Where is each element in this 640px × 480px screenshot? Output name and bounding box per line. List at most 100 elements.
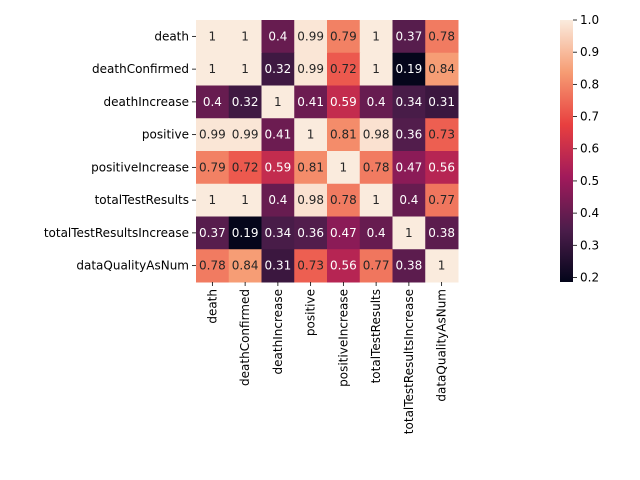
cell-value-label: 1 xyxy=(209,193,217,207)
heatmap-cell xyxy=(425,216,459,250)
heatmap-cell xyxy=(294,52,328,86)
y-tick-label: totalTestResultsIncrease xyxy=(44,226,189,240)
cell-value-label: 0.56 xyxy=(428,160,455,174)
y-tick-label: deathConfirmed xyxy=(92,62,189,76)
cell-value-label: 0.78 xyxy=(199,259,226,273)
cell-value-label: 0.4 xyxy=(399,193,418,207)
cell-value-label: 0.19 xyxy=(396,62,423,76)
cell-value-label: 0.47 xyxy=(396,160,423,174)
cell-value-label: 0.72 xyxy=(330,62,357,76)
x-tick-label: death xyxy=(205,289,219,324)
heatmap-cell xyxy=(196,151,230,185)
x-tick-label: deathConfirmed xyxy=(238,289,252,386)
colorbar: 0.2 0.3 0.4 0.5 0.6 0.7 0.8 0.9 1.0 xyxy=(560,13,599,284)
cell-value-label: 1 xyxy=(405,226,413,240)
cell-value-label: 0.34 xyxy=(265,226,292,240)
cell-value-label: 0.77 xyxy=(428,193,455,207)
heatmap-cell xyxy=(196,249,230,283)
heatmap-cell xyxy=(261,249,295,283)
cell-value-label: 0.73 xyxy=(428,128,455,142)
colorbar-tick-label: 0.9 xyxy=(580,45,599,59)
cell-value-label: 0.98 xyxy=(363,128,390,142)
heatmap-cell xyxy=(425,151,459,185)
colorbar-tick-label: 0.3 xyxy=(580,238,599,252)
heatmap-cell xyxy=(425,249,459,283)
cell-value-label: 0.38 xyxy=(428,226,455,240)
heatmap-cell xyxy=(392,85,426,119)
y-tick-label: positiveIncrease xyxy=(91,160,189,174)
cell-value-label: 1 xyxy=(241,29,249,43)
colorbar-tick-label: 0.5 xyxy=(580,174,599,188)
colorbar-tick-label: 0.6 xyxy=(580,142,599,156)
cell-value-label: 0.4 xyxy=(367,226,386,240)
heatmap-cell xyxy=(425,183,459,217)
heatmap-cell xyxy=(228,85,262,119)
cell-value-label: 0.56 xyxy=(330,259,357,273)
heatmap-cell xyxy=(327,183,361,217)
cell-value-label: 0.81 xyxy=(297,160,324,174)
heatmap-cell xyxy=(327,151,361,185)
heatmap-cell xyxy=(261,20,295,54)
heatmap-cell xyxy=(294,183,328,217)
heatmap-cell xyxy=(228,216,262,250)
heatmap-cell xyxy=(425,85,459,119)
heatmap-cell xyxy=(392,151,426,185)
cell-value-label: 1 xyxy=(372,62,380,76)
x-tick-label: dataQualityAsNum xyxy=(435,289,449,402)
x-axis: death deathConfirmed deathIncrease positive… xyxy=(205,282,449,434)
cell-value-label: 1 xyxy=(372,193,380,207)
cell-value-label: 1 xyxy=(209,29,217,43)
cell-value-label: 0.73 xyxy=(297,259,324,273)
cell-value-label: 0.99 xyxy=(297,29,324,43)
cell-value-label: 0.99 xyxy=(297,62,324,76)
cell-value-label: 0.79 xyxy=(330,29,357,43)
heatmap-cell xyxy=(196,183,230,217)
cell-value-label: 0.78 xyxy=(363,160,390,174)
cell-value-label: 0.34 xyxy=(396,95,423,109)
heatmap-cell-labels: 1 1 0.4 0.99 0.79 1 0.37 0.78 1 1 0.32 0.99 0.72 1 0.1… xyxy=(199,29,455,272)
heatmap-cell xyxy=(359,118,393,152)
heatmap-cell xyxy=(196,52,230,86)
colorbar-tick-label: 0.7 xyxy=(580,110,599,124)
heatmap-cell xyxy=(359,151,393,185)
y-tick-label: totalTestResults xyxy=(95,193,189,207)
heatmap-cell xyxy=(228,151,262,185)
cell-value-label: 1 xyxy=(307,128,315,142)
cell-value-label: 0.19 xyxy=(232,226,259,240)
heatmap-cell xyxy=(196,20,230,54)
cell-value-label: 0.36 xyxy=(396,128,423,142)
heatmap-cell xyxy=(425,20,459,54)
y-tick-label: positive xyxy=(142,128,189,142)
heatmap-cell xyxy=(294,151,328,185)
cell-value-label: 1 xyxy=(438,259,446,273)
cell-value-label: 0.32 xyxy=(265,62,292,76)
cell-value-label: 0.31 xyxy=(428,95,455,109)
x-tick-label: positive xyxy=(304,289,318,336)
cell-value-label: 0.36 xyxy=(297,226,324,240)
cell-value-label: 0.4 xyxy=(367,95,386,109)
cell-value-label: 0.84 xyxy=(428,62,455,76)
x-tick-label: positiveIncrease xyxy=(336,289,350,387)
x-tick-label: deathIncrease xyxy=(271,289,285,374)
cell-value-label: 1 xyxy=(241,193,249,207)
x-tick-label: totalTestResults xyxy=(369,289,383,383)
colorbar-tick-label: 0.2 xyxy=(580,270,599,284)
cell-value-label: 1 xyxy=(209,62,217,76)
heatmap-cell xyxy=(392,249,426,283)
heatmap-cell xyxy=(228,249,262,283)
heatmap-cells xyxy=(196,20,459,283)
heatmap-cell xyxy=(327,85,361,119)
cell-value-label: 0.47 xyxy=(330,226,357,240)
y-tick-label: deathIncrease xyxy=(104,95,189,109)
heatmap-cell xyxy=(425,118,459,152)
heatmap-cell xyxy=(294,118,328,152)
heatmap-cell xyxy=(359,249,393,283)
cell-value-label: 0.81 xyxy=(330,128,357,142)
cell-value-label: 1 xyxy=(274,95,282,109)
y-tick-label: death xyxy=(154,29,189,43)
heatmap-cell xyxy=(228,20,262,54)
cell-value-label: 0.77 xyxy=(363,259,390,273)
heatmap-cell xyxy=(359,20,393,54)
cell-value-label: 0.38 xyxy=(396,259,423,273)
heatmap-cell xyxy=(196,85,230,119)
